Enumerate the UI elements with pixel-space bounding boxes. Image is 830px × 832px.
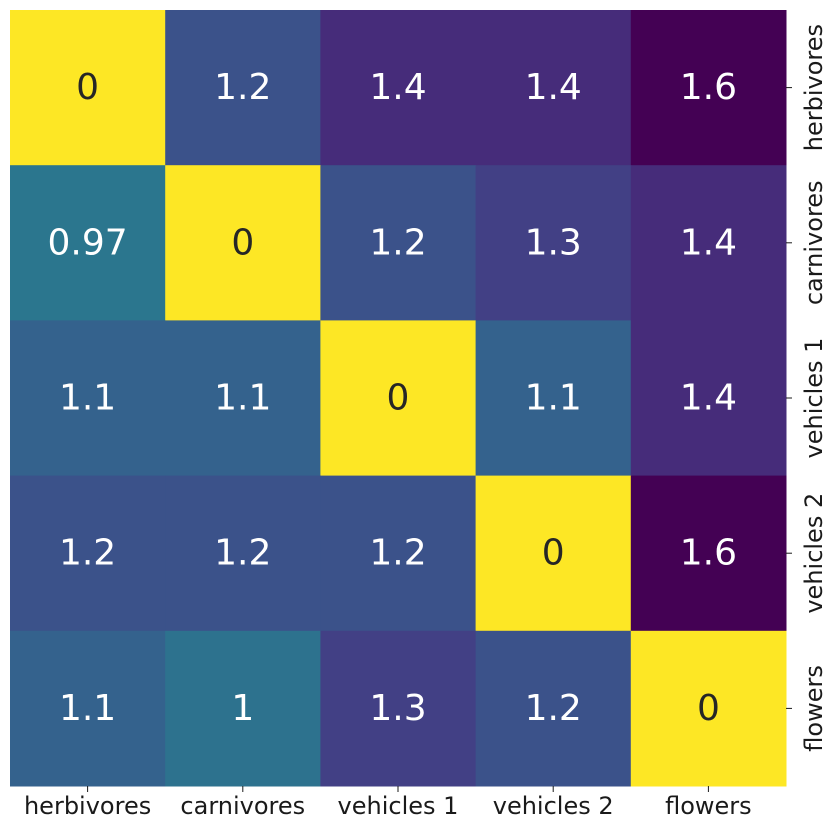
cell-value-label: 1.4 [525,67,582,108]
heatmap-cell [320,10,477,166]
cell-value-label: 0 [542,533,565,574]
heatmap-cell [320,165,477,321]
cell-value-label: 1.2 [59,533,116,574]
heatmap-cell [630,630,787,787]
heatmap-cell [320,320,477,477]
heatmap-cell [10,165,166,321]
heatmap-cell [475,10,632,166]
heatmap-cell [475,320,632,477]
heatmap-value-labels: 0 1.2 1.4 1.4 1.6 0.97 0 1.2 1.3 1.4 1.1 1.1 0 1.1 1.4… [48,67,738,729]
x-tick-label: carnivores [180,792,305,820]
cell-value-label: 1.3 [369,688,426,729]
x-tick-label: herbivores [24,792,151,820]
heatmap-cell [630,10,787,166]
y-tick-label: vehicles 1 [800,338,828,459]
y-tick-label: flowers [800,665,828,752]
x-tick-label: flowers [665,792,752,820]
heatmap-cell [475,475,632,632]
cell-value-label: 1.6 [680,67,737,108]
heatmap-cell [320,630,477,787]
heatmap-cell [165,10,321,166]
heatmap-cell [630,475,787,632]
cell-value-label: 0 [697,688,720,729]
heatmap-cell [630,320,787,477]
heatmap-cell [475,630,632,787]
cell-value-label: 1.2 [214,67,271,108]
x-tick-label: vehicles 1 [338,792,459,820]
y-tick-label: herbivores [800,24,828,151]
cell-value-label: 1.1 [525,378,582,419]
heatmap-cell [10,630,166,787]
heatmap-cell [165,165,321,321]
cell-value-label: 1.1 [59,378,116,419]
heatmap-cell [165,630,321,787]
cell-value-label: 0 [231,222,254,263]
cell-value-label: 1.2 [214,533,271,574]
heatmap-cell [10,10,166,166]
cell-value-label: 1.2 [369,222,426,263]
cell-value-label: 1.4 [680,222,737,263]
heatmap-cell [165,475,321,632]
cell-value-label: 1.4 [369,67,426,108]
cell-value-label: 0 [76,67,99,108]
cell-value-label: 0 [387,378,410,419]
cell-value-label: 1.2 [369,533,426,574]
heatmap-cell [10,475,166,632]
cell-value-label: 0.97 [48,222,128,263]
heatmap-cell [10,320,166,477]
y-axis-ticks: herbivores carnivores vehicles 1 vehicles 2… [786,24,828,752]
heatmap-cell [475,165,632,321]
x-axis-ticks: herbivores carnivores vehicles 1 vehicles 2… [24,786,752,820]
heatmap-cell [320,475,477,632]
cell-value-label: 1.1 [214,378,271,419]
heatmap-cells [10,10,787,787]
y-tick-label: carnivores [800,180,828,305]
cell-value-label: 1.6 [680,533,737,574]
cell-value-label: 1.4 [680,378,737,419]
cell-value-label: 1 [231,688,254,729]
cell-value-label: 1.2 [525,688,582,729]
y-tick-label: vehicles 2 [800,493,828,614]
cell-value-label: 1.1 [59,688,116,729]
heatmap-cell [165,320,321,477]
heatmap-cell [630,165,787,321]
x-tick-label: vehicles 2 [493,792,614,820]
cell-value-label: 1.3 [525,222,582,263]
